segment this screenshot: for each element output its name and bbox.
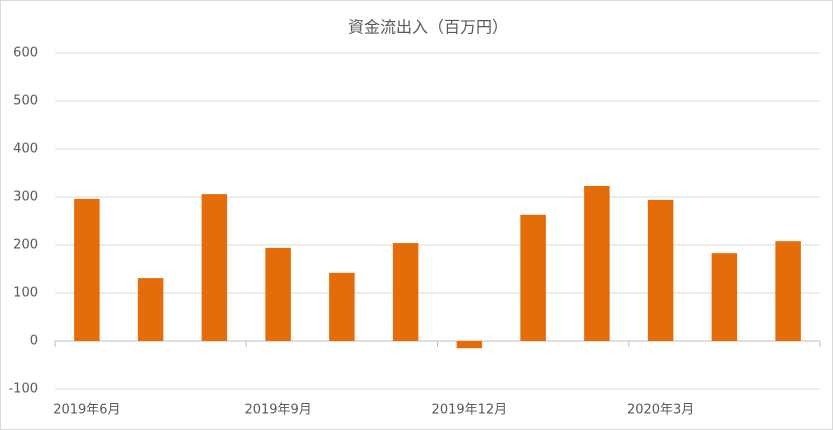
- bar: [201, 194, 228, 341]
- y-tick-label: 500: [13, 94, 38, 109]
- y-tick-label: 200: [13, 238, 38, 253]
- x-tick-label: 2019年6月: [53, 403, 120, 418]
- bar: [137, 278, 164, 341]
- y-tick-label: 100: [13, 286, 38, 301]
- y-tick-label: 600: [13, 46, 38, 61]
- x-tick-label: 2020年3月: [627, 403, 694, 418]
- bar: [392, 243, 419, 341]
- bar: [647, 199, 674, 341]
- bar: [329, 272, 355, 341]
- bar: [711, 253, 738, 341]
- y-tick-label: -100: [8, 382, 38, 397]
- bar: [775, 241, 801, 341]
- x-tick-label: 2019年9月: [244, 403, 311, 418]
- bar: [456, 341, 483, 349]
- y-tick-label: 0: [30, 334, 38, 349]
- bar: [265, 247, 291, 341]
- y-tick-label: 300: [13, 190, 38, 205]
- bar: [584, 185, 610, 341]
- bar: [74, 198, 100, 341]
- chart-title: 資金流出入（百万円）: [348, 18, 508, 37]
- x-tick-label: 2019年12月: [432, 403, 508, 418]
- y-tick-label: 400: [13, 142, 38, 157]
- bar: [520, 214, 546, 341]
